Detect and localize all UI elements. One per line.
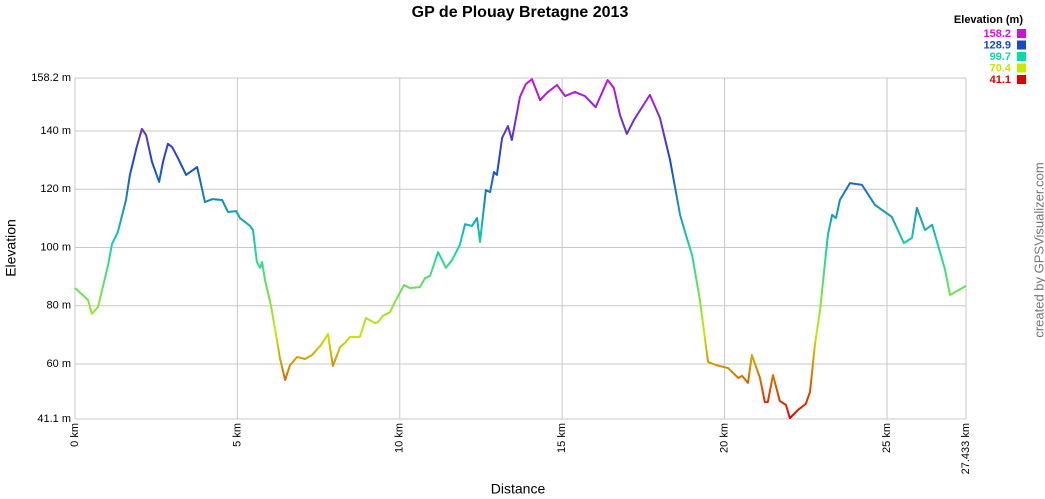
y-tick-label: 41.1 m: [37, 413, 71, 425]
x-tick-label: 15 km: [556, 423, 568, 453]
credit: created by GPSVisualizer.com: [1031, 162, 1045, 337]
legend-swatch: [1017, 29, 1026, 38]
x-tick-label: 10 km: [394, 423, 406, 453]
y-tick-label: 140 m: [40, 125, 71, 137]
x-tick-label: 20 km: [718, 423, 730, 453]
y-tick-label: 100 m: [40, 241, 71, 253]
legend-swatch: [1017, 75, 1026, 84]
y-tick-label: 158.2 m: [31, 72, 71, 84]
y-tick-label: 80 m: [47, 300, 71, 312]
x-tick-label: 0 km: [69, 423, 81, 447]
legend-label: 70.4: [990, 62, 1012, 74]
y-axis-label: Elevation: [3, 219, 19, 277]
legend-label: 99.7: [990, 51, 1011, 63]
elevation-line: [74, 78, 967, 420]
legend-label: 158.2: [983, 28, 1011, 40]
legend-title: Elevation (m): [954, 14, 1023, 26]
x-axis-label: Distance: [491, 481, 546, 497]
x-tick-label: 25 km: [881, 423, 893, 453]
chart-title: GP de Plouay Bretagne 2013: [412, 4, 629, 21]
legend-swatch: [1017, 40, 1026, 50]
legend-swatch: [1017, 52, 1026, 61]
y-tick-label: 60 m: [47, 358, 71, 370]
legend-label: 41.1: [990, 74, 1011, 86]
legend-label: 128.9: [983, 39, 1011, 51]
legend-swatch: [1017, 63, 1026, 73]
x-tick-label: 5 km: [231, 423, 243, 447]
y-tick-label: 120 m: [40, 183, 71, 195]
x-tick-label: 27.433 km: [960, 423, 972, 474]
